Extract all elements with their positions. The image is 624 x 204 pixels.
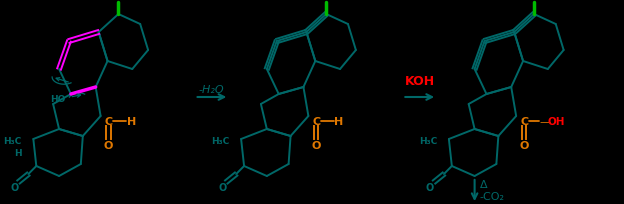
Text: O: O	[311, 140, 321, 150]
Text: C: C	[520, 116, 528, 126]
Text: OH: OH	[548, 116, 565, 126]
Text: HO: HO	[51, 95, 66, 104]
Text: H: H	[334, 116, 344, 126]
Text: H: H	[127, 116, 136, 126]
Text: H₃C: H₃C	[211, 137, 229, 146]
Text: Δ: Δ	[480, 179, 487, 189]
Text: O: O	[11, 182, 19, 192]
Text: O: O	[519, 140, 529, 150]
Text: H₃C: H₃C	[419, 137, 437, 146]
Text: H: H	[14, 149, 21, 158]
Text: O: O	[104, 140, 113, 150]
Text: KOH: KOH	[405, 75, 436, 88]
Text: O: O	[426, 182, 434, 192]
Text: C: C	[312, 116, 320, 126]
Text: -CO₂: -CO₂	[480, 191, 505, 201]
Text: O: O	[218, 182, 227, 192]
Text: —: —	[540, 116, 551, 126]
Text: C: C	[104, 116, 112, 126]
Text: H₃C: H₃C	[3, 137, 21, 146]
Text: -H₂O: -H₂O	[198, 85, 224, 94]
